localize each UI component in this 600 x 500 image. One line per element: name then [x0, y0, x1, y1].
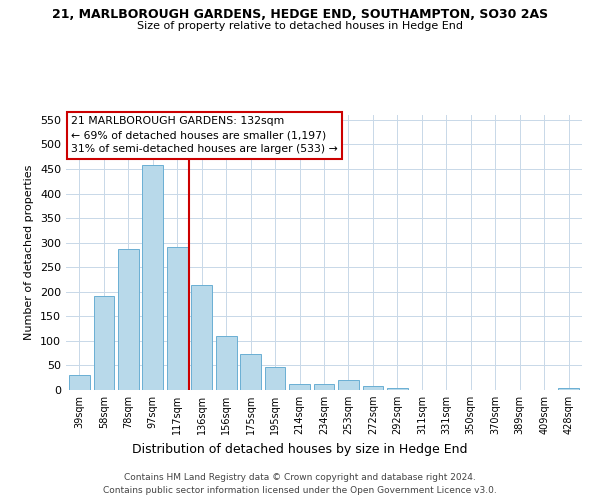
- Text: Distribution of detached houses by size in Hedge End: Distribution of detached houses by size …: [132, 442, 468, 456]
- Bar: [142, 164, 163, 390]
- Bar: [167, 246, 188, 390]
- Bar: [94, 296, 114, 390]
- Bar: [191, 286, 212, 390]
- Text: Contains public sector information licensed under the Open Government Licence v3: Contains public sector information licen…: [103, 486, 497, 495]
- Bar: [69, 376, 90, 390]
- Bar: [338, 380, 359, 390]
- Bar: [362, 386, 383, 390]
- Bar: [240, 354, 261, 390]
- Bar: [289, 384, 310, 390]
- Bar: [387, 388, 408, 390]
- Bar: [558, 388, 579, 390]
- Bar: [216, 336, 236, 390]
- Bar: [265, 367, 286, 390]
- Text: Contains HM Land Registry data © Crown copyright and database right 2024.: Contains HM Land Registry data © Crown c…: [124, 472, 476, 482]
- Y-axis label: Number of detached properties: Number of detached properties: [25, 165, 34, 340]
- Text: Size of property relative to detached houses in Hedge End: Size of property relative to detached ho…: [137, 21, 463, 31]
- Bar: [314, 384, 334, 390]
- Bar: [118, 248, 139, 390]
- Text: 21 MARLBOROUGH GARDENS: 132sqm
← 69% of detached houses are smaller (1,197)
31% : 21 MARLBOROUGH GARDENS: 132sqm ← 69% of …: [71, 116, 338, 154]
- Text: 21, MARLBOROUGH GARDENS, HEDGE END, SOUTHAMPTON, SO30 2AS: 21, MARLBOROUGH GARDENS, HEDGE END, SOUT…: [52, 8, 548, 20]
